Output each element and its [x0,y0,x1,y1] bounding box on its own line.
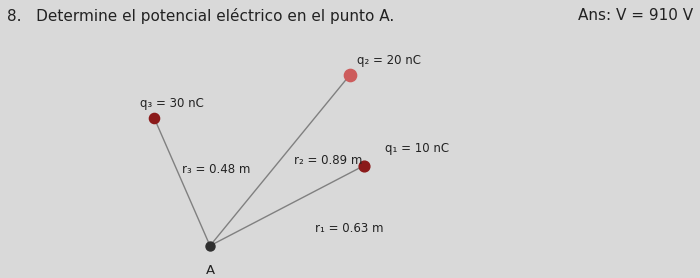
Text: Ans: V = 910 V: Ans: V = 910 V [578,8,693,23]
Point [344,73,356,77]
Point [358,163,370,168]
Point [148,115,160,120]
Text: r₃ = 0.48 m: r₃ = 0.48 m [182,163,251,176]
Text: r₁ = 0.63 m: r₁ = 0.63 m [315,222,384,235]
Text: A: A [205,264,215,277]
Text: q₂ = 20 nC: q₂ = 20 nC [357,54,421,67]
Text: 8.   Determine el potencial eléctrico en el punto A.: 8. Determine el potencial eléctrico en e… [7,8,394,24]
Text: q₃ = 30 nC: q₃ = 30 nC [140,96,204,110]
Point [204,244,216,248]
Text: r₂ = 0.89 m: r₂ = 0.89 m [294,154,363,167]
Text: q₁ = 10 nC: q₁ = 10 nC [385,142,449,155]
